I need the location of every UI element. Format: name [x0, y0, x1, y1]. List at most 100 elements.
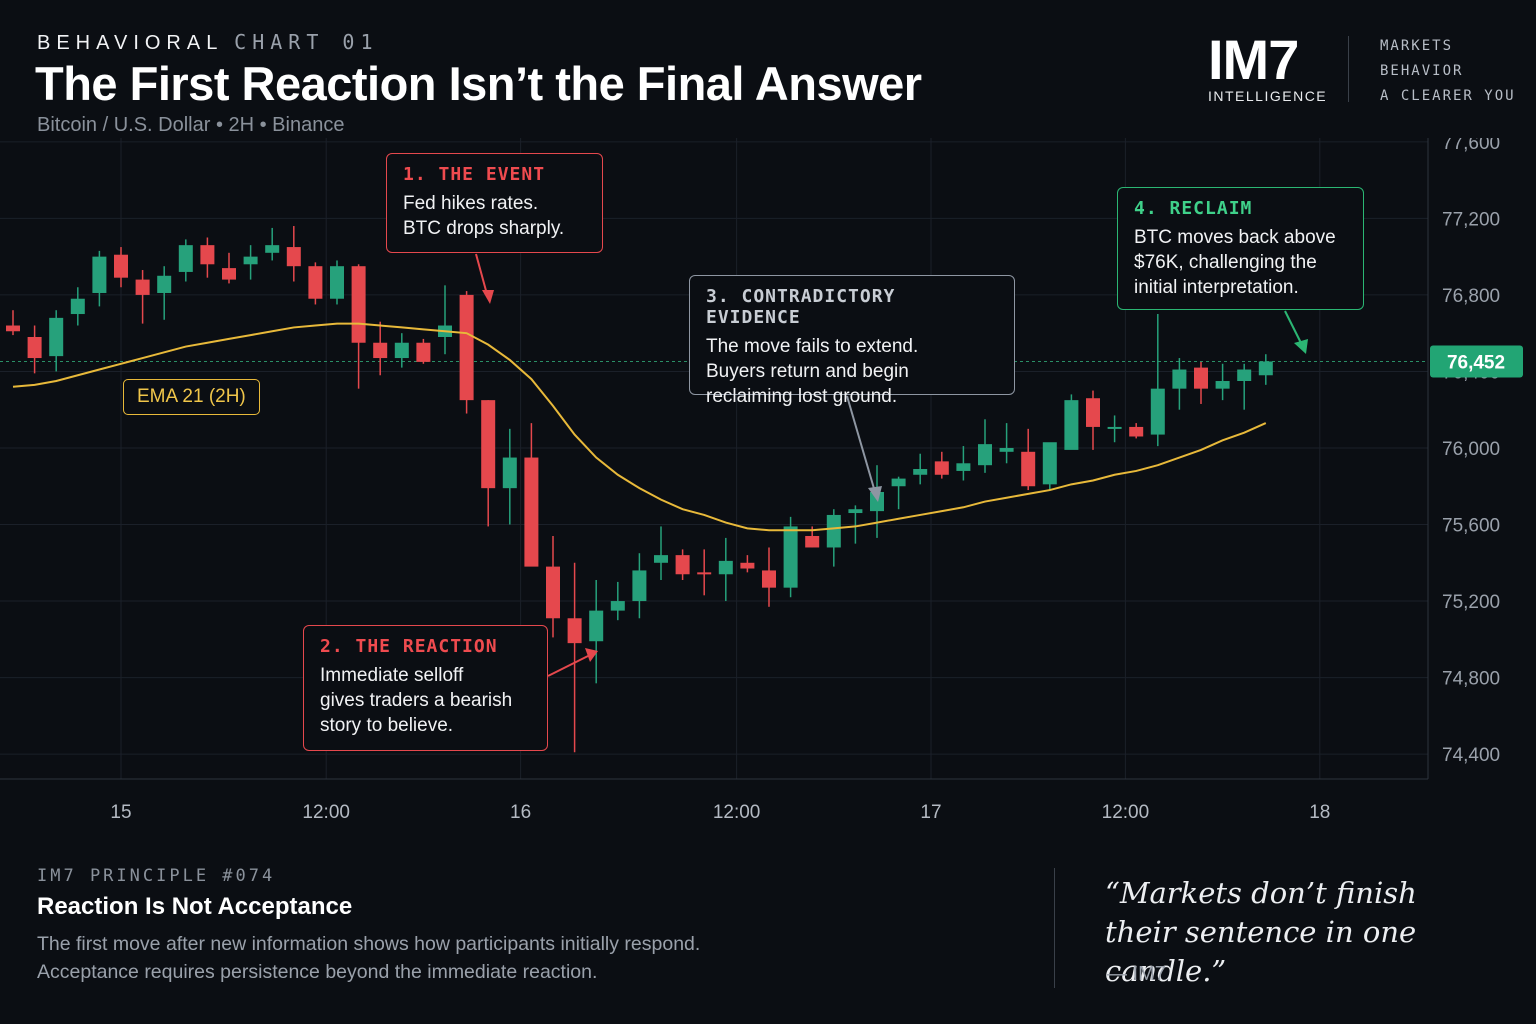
kicker-light: CHART 01	[234, 30, 379, 54]
brand-tagline: MARKETS BEHAVIOR A CLEARER YOU	[1380, 34, 1516, 109]
candle	[351, 264, 366, 389]
y-tick-label: 75,600	[1442, 516, 1500, 537]
candle	[675, 549, 690, 581]
reaction-arrow	[547, 654, 591, 677]
candle-body	[740, 562, 755, 569]
candle-body	[848, 509, 863, 514]
last-price-label: 76,452	[1447, 352, 1505, 373]
candle	[502, 428, 517, 525]
candle	[27, 325, 42, 374]
callout-arrows	[475, 253, 1308, 677]
callout-line: BTC drops sharply.	[403, 218, 565, 239]
candle-body	[92, 256, 107, 293]
candle	[92, 250, 107, 307]
candle	[1215, 363, 1230, 401]
candle	[1129, 423, 1144, 439]
callout-line: gives traders a bearish	[320, 690, 513, 711]
candle	[1107, 415, 1122, 443]
candle-body	[1258, 361, 1273, 376]
callout-line: BTC moves back above	[1134, 227, 1336, 248]
ema-label: EMA 21 (2H)	[123, 379, 260, 415]
tagline-line: A CLEARER YOU	[1380, 88, 1516, 104]
candle	[157, 266, 172, 320]
candle	[589, 580, 604, 684]
candle-body	[718, 560, 733, 575]
candle-body	[502, 457, 517, 489]
callout-evidence-heading: 3. CONTRADICTORY EVIDENCE	[706, 286, 896, 328]
brand-logo: IM7 INTELLIGENCE	[1208, 30, 1327, 105]
time-axis: 15 12:00 16 12:00 17 12:00 18	[110, 802, 1330, 823]
candle-body	[481, 400, 496, 489]
candle	[913, 453, 928, 485]
candle-body	[675, 555, 690, 575]
candle	[178, 239, 193, 282]
candle-body	[286, 247, 301, 267]
candle-body	[783, 526, 798, 588]
candle-body	[265, 245, 280, 253]
last-price-tag-bg	[1430, 345, 1523, 378]
candle	[135, 270, 150, 324]
candle	[70, 287, 85, 326]
candle-body	[6, 325, 20, 332]
x-tick-label: 17	[920, 802, 941, 823]
candle-body	[308, 266, 323, 299]
candle	[546, 535, 560, 638]
candle-body	[243, 256, 258, 265]
quote-line: “Markets don’t finish	[1105, 876, 1417, 910]
callout-line: $76K, challenging the	[1134, 252, 1317, 273]
principle-line: Acceptance requires persistence beyond t…	[37, 961, 598, 983]
y-tick-label: 76,000	[1442, 439, 1500, 460]
y-tick-label: 75,200	[1442, 592, 1500, 613]
candle	[1150, 314, 1165, 447]
candle	[718, 537, 733, 602]
x-tick-label: 12:00	[1102, 802, 1150, 823]
candle-body	[114, 254, 128, 278]
candle	[330, 260, 344, 305]
callout-line: Buyers return and begin	[706, 361, 909, 382]
footer-divider	[1054, 868, 1055, 988]
candle	[891, 476, 906, 510]
reclaim-arrow-head	[1294, 339, 1308, 354]
header-divider	[1348, 36, 1349, 102]
candle-body	[373, 342, 388, 359]
candles-layer	[6, 226, 1273, 753]
chart-kicker: BEHAVIORAL CHART 01	[37, 30, 379, 55]
candle	[222, 252, 236, 284]
quote-line: their sentence in one candle.”	[1105, 915, 1417, 988]
callout-event-heading: 1. THE EVENT	[403, 164, 546, 185]
y-tick-label: 77,200	[1442, 209, 1500, 230]
candle	[1021, 428, 1036, 491]
candle	[1086, 390, 1100, 450]
candle	[1172, 358, 1187, 410]
candle	[783, 516, 798, 598]
candle-body	[200, 245, 215, 265]
candle-body	[49, 317, 64, 357]
candle-body	[1150, 388, 1165, 435]
callout-reaction: 2. THE REACTION Immediate selloff gives …	[303, 625, 548, 751]
candle	[740, 555, 755, 573]
candle-body	[1129, 426, 1144, 437]
candle	[610, 581, 625, 621]
principle-title: Reaction Is Not Acceptance	[37, 893, 353, 920]
callout-reclaim-body: BTC moves back above $76K, challenging t…	[1134, 225, 1348, 300]
candle	[848, 505, 863, 544]
candle-body	[978, 444, 992, 466]
candle	[243, 245, 258, 280]
candle	[114, 247, 128, 288]
callout-line: Immediate selloff	[320, 665, 464, 686]
callout-line: reclaiming lost ground.	[706, 386, 898, 407]
candle	[308, 262, 323, 305]
y-tick-label: 76,800	[1442, 286, 1500, 307]
quote-author: — IM7	[1107, 963, 1166, 985]
candle-body	[157, 275, 172, 293]
candle	[1042, 442, 1057, 491]
candle-body	[1215, 381, 1230, 389]
kicker-bold: BEHAVIORAL	[37, 32, 223, 54]
candle-body	[1064, 400, 1079, 450]
y-tick-label: 74,400	[1442, 745, 1500, 766]
page-title: The First Reaction Isn’t the Final Answe…	[35, 57, 922, 110]
candle-body	[135, 279, 150, 295]
candle	[956, 446, 971, 481]
candle-body	[1237, 369, 1252, 382]
callout-evidence: 3. CONTRADICTORY EVIDENCE The move fails…	[689, 275, 1015, 407]
